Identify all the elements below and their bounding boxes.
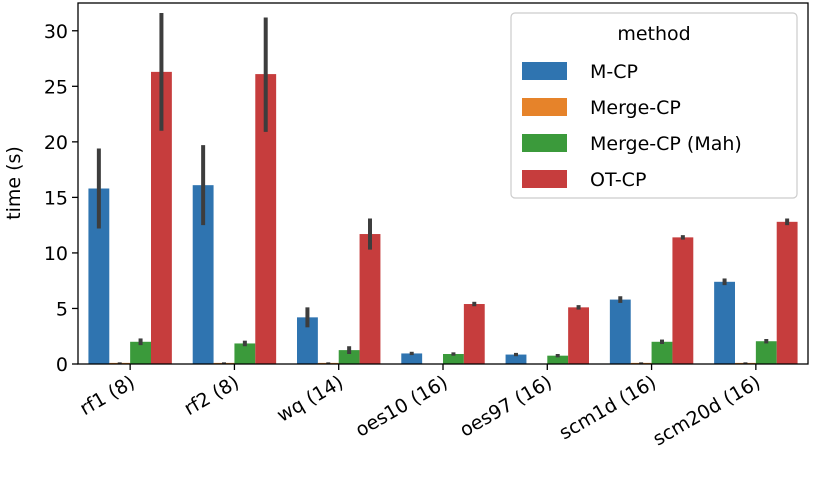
bar (651, 341, 673, 364)
bar (338, 350, 360, 364)
y-tick-label: 20 (44, 132, 68, 154)
bar (776, 221, 798, 364)
bar (297, 317, 318, 364)
bar (88, 188, 110, 364)
x-tick-label: wq (14) (273, 371, 347, 426)
legend-label: OT-CP (590, 169, 646, 191)
x-tick-label: oes97 (16) (456, 371, 556, 441)
bar (255, 74, 277, 364)
error-bars-layer (96, 13, 790, 364)
legend-label: M-CP (590, 61, 638, 83)
y-axis: 0 5 10 15 20 25 30 (44, 21, 78, 376)
legend-swatch (522, 62, 567, 80)
y-tick-label: 15 (44, 187, 68, 209)
y-tick-label: 25 (44, 76, 68, 98)
bar (401, 353, 423, 364)
y-tick-label: 5 (56, 298, 68, 320)
bar (234, 343, 256, 364)
legend-swatch (522, 134, 567, 152)
bar (714, 281, 735, 364)
bar (443, 354, 464, 364)
y-axis-label: time (s) (3, 146, 25, 220)
legend-swatch (522, 170, 567, 188)
legend-label: Merge-CP (Mah) (590, 133, 742, 155)
bar (463, 304, 485, 364)
bar (568, 307, 589, 364)
x-tick-label: scm20d (16) (649, 371, 764, 450)
x-tick-label: rf2 (8) (180, 371, 243, 420)
legend-label: Merge-CP (590, 97, 681, 119)
x-tick-label: scm1d (16) (556, 371, 661, 444)
bar (505, 354, 527, 364)
x-tick-label: rf1 (8) (76, 371, 139, 420)
bar (672, 237, 694, 364)
legend-box (510, 12, 798, 199)
bars-layer (88, 71, 798, 365)
bar (130, 341, 151, 364)
y-tick-label: 30 (44, 21, 68, 43)
bar (755, 341, 777, 364)
bar (547, 355, 569, 364)
legend-title: method (617, 23, 690, 45)
legend-swatch (522, 98, 567, 116)
x-axis: rf1 (8) rf2 (8) wq (14) oes10 (16) oes97 (16… (76, 364, 764, 450)
bar (192, 185, 214, 364)
y-tick-label: 10 (44, 243, 68, 265)
legend: method M-CP Merge-CP Merge-CP (Mah) OT-CP (510, 12, 798, 199)
y-tick-label: 0 (56, 354, 68, 376)
bar (609, 299, 631, 364)
x-tick-label: oes10 (16) (352, 371, 452, 441)
bar (151, 71, 172, 365)
bar (359, 234, 381, 364)
